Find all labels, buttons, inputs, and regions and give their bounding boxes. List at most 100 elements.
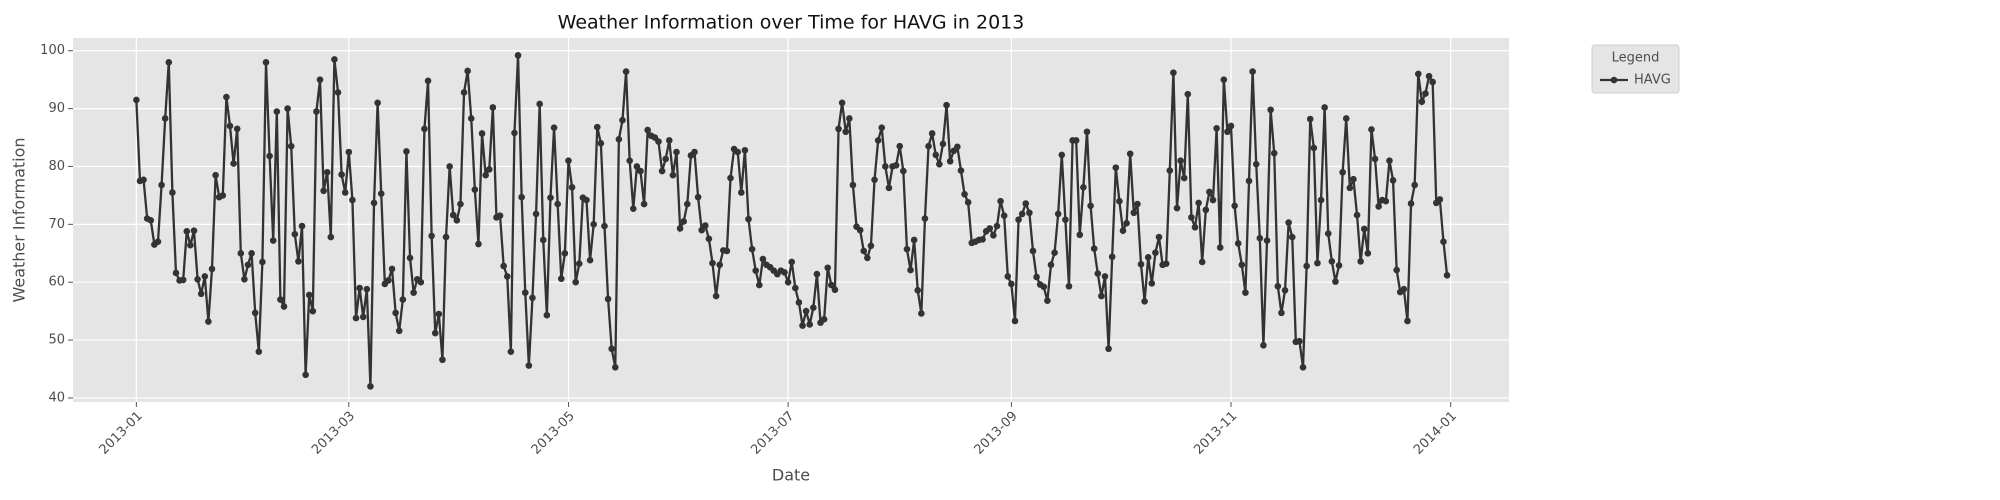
point: [223, 93, 230, 101]
point: [910, 236, 918, 244]
point: [1090, 245, 1098, 252]
point: [896, 142, 904, 150]
point: [1216, 244, 1224, 251]
point: [190, 227, 198, 235]
point: [1173, 204, 1181, 212]
point: [1321, 104, 1328, 111]
point: [230, 160, 237, 167]
point: [784, 278, 792, 286]
point: [374, 99, 381, 107]
point: [928, 130, 936, 137]
point: [507, 348, 515, 355]
point: [478, 130, 486, 137]
point: [993, 222, 1001, 230]
point: [568, 184, 576, 191]
point: [1000, 212, 1008, 219]
point: [954, 143, 961, 151]
point: [161, 115, 169, 122]
point: [878, 124, 886, 131]
point: [694, 193, 702, 201]
plot-background: [73, 38, 1509, 402]
point: [244, 261, 252, 269]
point: [316, 76, 324, 83]
point: [1213, 124, 1220, 132]
point: [835, 125, 842, 133]
point: [1332, 278, 1339, 285]
point: [702, 222, 709, 229]
point: [597, 140, 605, 147]
point: [683, 200, 691, 208]
point: [320, 187, 327, 195]
point: [1134, 200, 1141, 208]
point: [1310, 144, 1318, 152]
chart-title: Weather Information over Time for HAVG i…: [558, 12, 1025, 34]
point: [1386, 157, 1393, 164]
point: [154, 238, 162, 246]
point: [1252, 160, 1260, 168]
point: [1126, 150, 1134, 158]
point: [464, 67, 471, 75]
point: [219, 192, 227, 199]
point: [716, 261, 724, 269]
x-tick-label: 2013-07: [748, 409, 797, 458]
point: [305, 291, 313, 299]
point: [446, 163, 453, 170]
point: [277, 296, 284, 303]
point: [431, 329, 439, 337]
point: [179, 276, 187, 284]
point: [802, 307, 810, 315]
point: [377, 190, 385, 197]
point: [979, 236, 986, 243]
point: [734, 148, 742, 156]
point: [662, 155, 669, 163]
point: [709, 259, 716, 267]
point: [1130, 209, 1138, 217]
point: [287, 142, 295, 150]
point: [489, 104, 497, 111]
point: [1047, 261, 1055, 269]
y-tick-label: 70: [48, 217, 65, 232]
x-tick-label: 2013-01: [97, 409, 146, 458]
point: [1098, 292, 1105, 300]
point: [388, 265, 396, 273]
point: [914, 287, 922, 294]
point: [1314, 259, 1321, 267]
point: [943, 101, 950, 109]
point: [547, 194, 554, 202]
point: [323, 168, 331, 176]
point: [449, 211, 457, 219]
x-tick-label: 2013-05: [529, 409, 578, 458]
point: [295, 258, 302, 265]
point: [723, 247, 731, 255]
point: [403, 148, 410, 155]
point: [424, 77, 432, 85]
point: [500, 262, 507, 270]
point: [655, 138, 662, 145]
point: [705, 235, 713, 243]
point: [1026, 209, 1033, 217]
point: [543, 311, 551, 319]
point: [482, 171, 489, 179]
point: [792, 284, 799, 292]
point: [810, 304, 817, 311]
point: [169, 189, 176, 196]
point: [1342, 115, 1350, 122]
point: [1054, 210, 1062, 218]
point: [1357, 258, 1364, 265]
x-axis-label: Date: [772, 466, 810, 485]
point: [158, 181, 165, 189]
point: [1285, 219, 1292, 226]
point: [532, 210, 540, 218]
point: [918, 310, 925, 317]
point: [1404, 317, 1411, 325]
point: [284, 105, 291, 112]
point: [1324, 230, 1332, 237]
point: [1346, 184, 1354, 192]
point: [806, 321, 814, 328]
point: [475, 240, 482, 248]
point: [1256, 234, 1264, 242]
point: [165, 59, 173, 66]
point: [1011, 317, 1019, 325]
point: [1198, 258, 1206, 266]
point: [399, 296, 407, 303]
